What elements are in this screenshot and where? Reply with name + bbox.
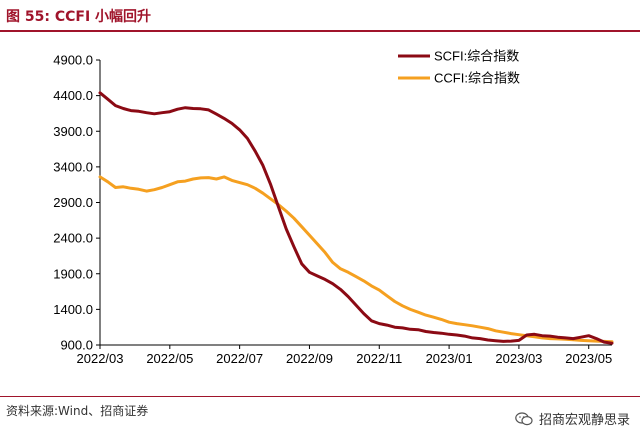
x-tick-label: 2022/03	[77, 351, 124, 366]
scfi-series-line	[98, 91, 614, 345]
x-tick-label: 2023/03	[495, 351, 542, 366]
x-tick-label: 2022/07	[216, 351, 263, 366]
x-tick-label: 2023/05	[565, 351, 612, 366]
y-tick-label: 1900.0	[53, 266, 93, 281]
x-tick-label: 2022/11	[356, 351, 402, 366]
y-tick-label: 4900.0	[53, 53, 93, 68]
figure-title: 图 55: CCFI 小幅回升	[6, 6, 151, 26]
y-tick-label: 900.0	[60, 338, 93, 353]
figure-title-text: CCFI 小幅回升	[54, 9, 152, 25]
watermark-text: 招商宏观静思录	[538, 413, 630, 428]
ccfi-series-line	[98, 175, 614, 344]
y-tick-label: 3900.0	[53, 124, 93, 139]
wechat-icon	[515, 411, 533, 425]
y-tick-label: 1400.0	[53, 302, 93, 317]
x-tick-label: 2023/01	[426, 351, 473, 366]
line-chart: 900.0 1400.0 1900.0 2400.0 2900.0 3400.0 3900.…	[53, 49, 614, 366]
source-note: 资料来源:Wind、招商证券	[6, 404, 149, 418]
y-tick-label: 2900.0	[53, 195, 93, 210]
x-tick-label: 2022/09	[286, 351, 333, 366]
source-rule	[0, 396, 640, 397]
y-tick-label: 2400.0	[53, 231, 93, 246]
y-tick-label: 4400.0	[53, 88, 93, 103]
title-rule	[0, 30, 640, 32]
legend-label: SCFI:综合指数	[434, 49, 519, 64]
x-tick-label: 2022/05	[146, 351, 193, 366]
figure-label: 图 55:	[6, 9, 50, 25]
legend-label: CCFI:综合指数	[434, 71, 520, 86]
watermark: 招商宏观静思录	[515, 409, 630, 428]
y-tick-label: 3400.0	[53, 159, 93, 174]
